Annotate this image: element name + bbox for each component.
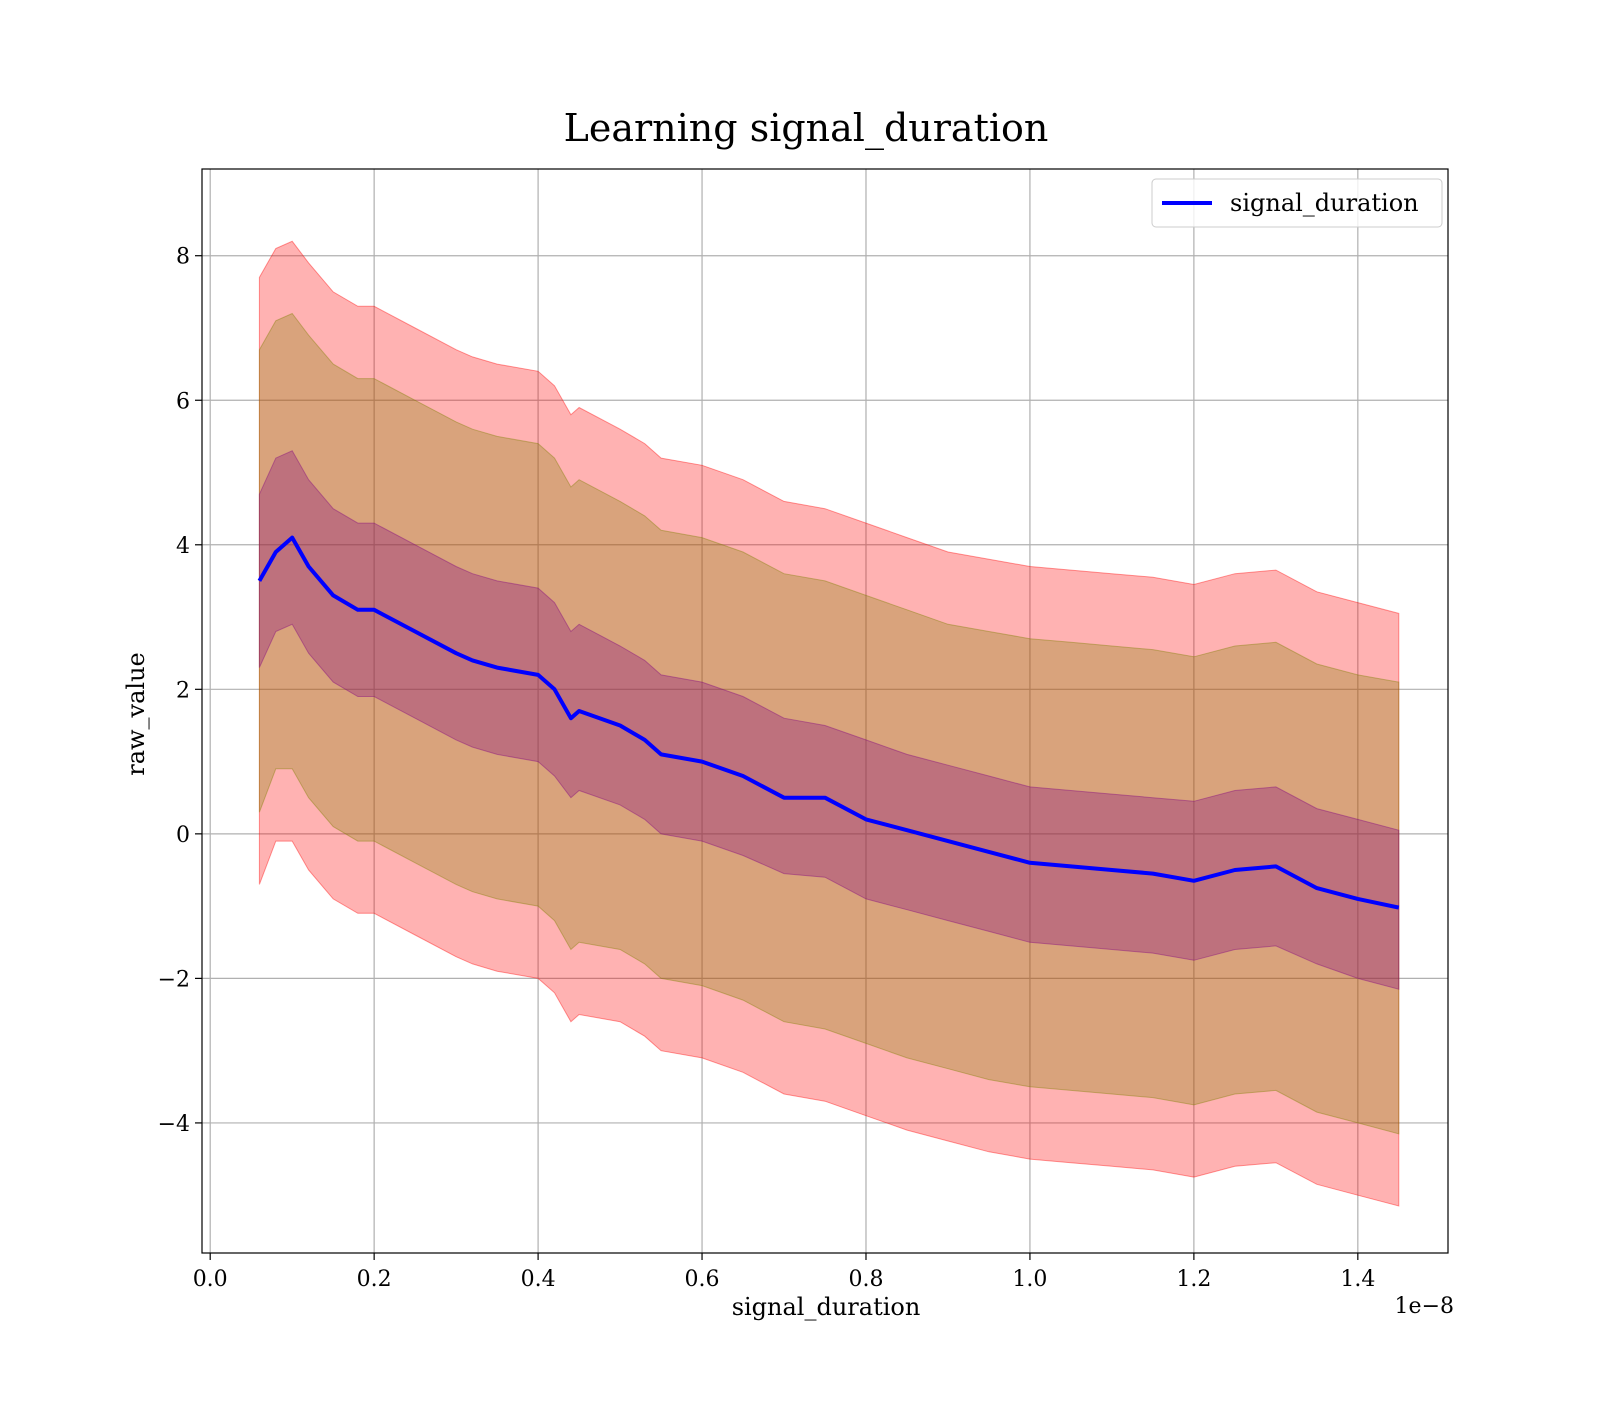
x-tick-label: 1.2 — [1176, 1267, 1211, 1292]
grid-lines — [202, 169, 1448, 1253]
x-tick-label: 0.0 — [193, 1267, 228, 1292]
x-axis-label: signal_duration — [732, 1293, 921, 1321]
y-tick-label: −4 — [158, 1112, 190, 1137]
plot-area-frame — [201, 168, 1449, 1254]
x-tick-label: 1.4 — [1340, 1267, 1375, 1292]
y-tick-label: 6 — [176, 389, 190, 414]
legend-box — [1151, 178, 1443, 228]
legend: signal_duration — [1151, 178, 1443, 228]
band-2-sigma — [258, 312, 1400, 1135]
x-tick-label: 0.2 — [357, 1267, 392, 1292]
x-tick-label: 0.8 — [848, 1267, 883, 1292]
x-axis-ticks: 0.0 0.2 0.4 0.6 0.8 1.0 1.2 1.4 — [193, 1253, 1375, 1292]
y-tick-label: 2 — [176, 678, 190, 703]
x-axis-offset-text: 1e−8 — [1395, 1294, 1454, 1319]
series-lines — [257, 535, 1400, 910]
band-1-sigma — [258, 450, 1400, 990]
series-line-signal-duration — [257, 535, 1400, 910]
band-3-sigma — [258, 240, 1400, 1207]
std-bands — [258, 240, 1400, 1207]
x-tick-label: 0.4 — [521, 1267, 556, 1292]
legend-label-signal-duration: signal_duration — [1230, 189, 1419, 217]
y-axis-label: raw_value — [122, 652, 150, 776]
x-tick-label: 1.0 — [1012, 1267, 1047, 1292]
y-tick-label: 4 — [176, 534, 190, 559]
y-axis-ticks: −4 −2 0 2 4 6 8 — [158, 245, 202, 1137]
x-tick-label: 0.6 — [685, 1267, 720, 1292]
y-tick-label: −2 — [158, 967, 190, 992]
chart-title: Learning signal_duration — [564, 106, 1049, 151]
y-tick-label: 0 — [176, 823, 190, 848]
y-tick-label: 8 — [176, 245, 190, 270]
